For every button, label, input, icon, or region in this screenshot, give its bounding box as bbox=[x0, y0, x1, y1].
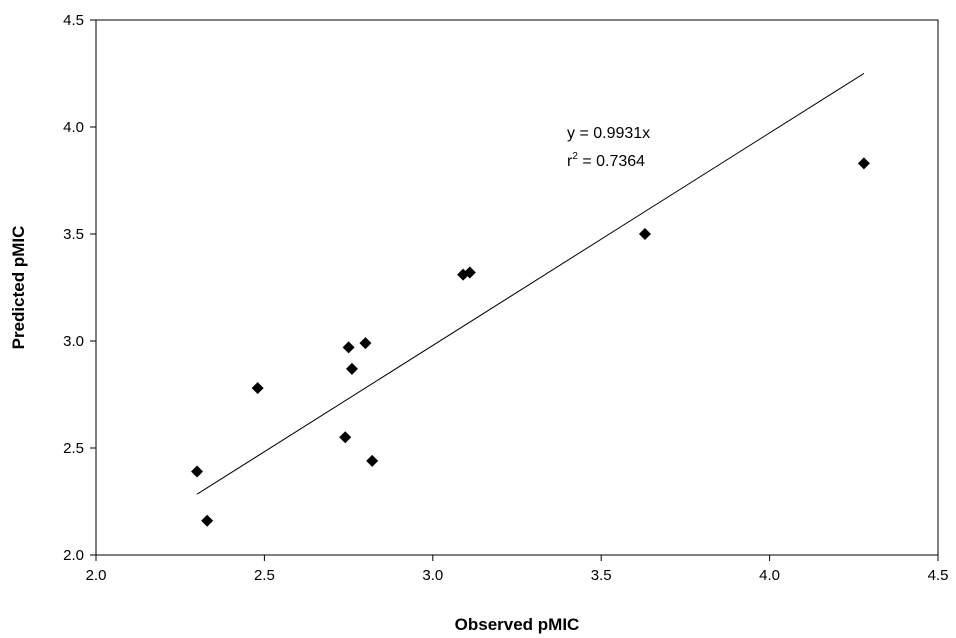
x-tick-label: 4.5 bbox=[928, 567, 949, 584]
data-point bbox=[857, 157, 870, 170]
x-tick-label: 3.5 bbox=[591, 567, 612, 584]
r-squared-prefix: r bbox=[567, 153, 573, 170]
y-tick-label: 3.5 bbox=[63, 226, 84, 243]
x-tick-label: 2.0 bbox=[86, 567, 107, 584]
data-point bbox=[251, 382, 264, 395]
x-tick-label: 2.5 bbox=[254, 567, 275, 584]
y-axis-title: Predicted pMIC bbox=[9, 226, 28, 350]
equation-label: y = 0.9931x bbox=[567, 125, 650, 142]
r-squared-superscript: 2 bbox=[572, 151, 578, 162]
r-squared-value: = 0.7364 bbox=[578, 153, 645, 170]
data-point bbox=[345, 362, 358, 375]
data-point bbox=[359, 337, 372, 350]
y-axis-ticks: 2.0 2.5 3.0 3.5 4.0 4.5 bbox=[63, 12, 96, 564]
data-point bbox=[201, 514, 214, 527]
x-axis-ticks: 2.0 2.5 3.0 3.5 4.0 4.5 bbox=[86, 555, 949, 584]
plot-frame bbox=[95, 19, 939, 556]
y-tick-label: 3.0 bbox=[63, 333, 84, 350]
data-point bbox=[463, 266, 476, 279]
y-tick-label: 2.5 bbox=[63, 440, 84, 457]
data-point bbox=[638, 228, 651, 240]
trendline bbox=[196, 72, 865, 495]
x-tick-label: 4.0 bbox=[759, 567, 780, 584]
y-tick-label: 4.5 bbox=[63, 12, 84, 29]
data-point bbox=[342, 341, 355, 354]
r-squared-label: r2 = 0.7364 bbox=[567, 151, 645, 170]
data-points bbox=[191, 157, 870, 527]
x-axis-title: Observed pMIC bbox=[455, 615, 580, 634]
data-point bbox=[191, 465, 204, 478]
y-tick-label: 2.0 bbox=[63, 547, 84, 564]
y-tick-label: 4.0 bbox=[63, 119, 84, 136]
x-tick-label: 3.0 bbox=[422, 567, 443, 584]
plot-area bbox=[95, 19, 939, 556]
data-point bbox=[339, 431, 352, 444]
data-point bbox=[366, 454, 379, 467]
